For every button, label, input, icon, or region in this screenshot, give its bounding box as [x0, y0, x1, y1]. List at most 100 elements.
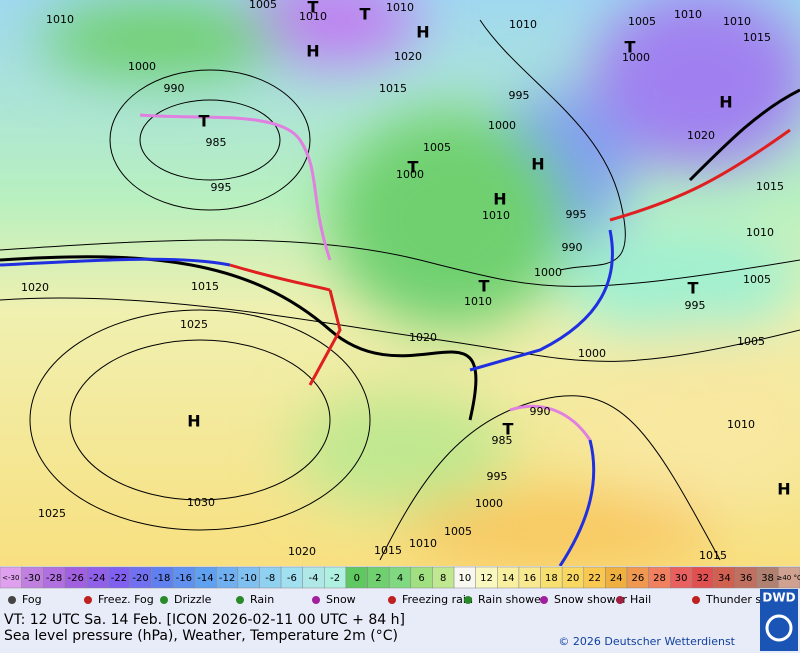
pressure-center: T: [688, 279, 699, 298]
isobar-label: 1000: [128, 60, 156, 73]
isobar-label: 1020: [288, 545, 316, 558]
isobar-label: 1010: [386, 1, 414, 14]
legend-icon: [84, 596, 92, 604]
isobar-label: 1010: [409, 537, 437, 550]
scale-label: 30: [675, 573, 688, 584]
isobar-label: 1010: [674, 8, 702, 21]
pressure-center: H: [306, 42, 319, 61]
map: [0, 0, 800, 570]
isobar-label: 1010: [727, 418, 755, 431]
scale-label: 12: [480, 573, 493, 584]
legend-icon: [692, 596, 700, 604]
scale-label: 20: [567, 573, 580, 584]
isobar-label: 985: [206, 136, 227, 149]
scale-label: -24: [89, 573, 105, 584]
isobar-label: 1010: [746, 226, 774, 239]
isobar-label: 985: [492, 434, 513, 447]
legend-icon: [236, 596, 244, 604]
pressure-center: T: [199, 112, 210, 131]
isobar-label: 995: [685, 299, 706, 312]
scale-label: -22: [111, 573, 127, 584]
scale-label: 4: [397, 573, 403, 584]
pressure-center: T: [625, 38, 636, 57]
isobar-label: 1010: [723, 15, 751, 28]
isobar-label: 1015: [756, 180, 784, 193]
scale-label: 34: [718, 573, 731, 584]
legend-label: Drizzle: [174, 593, 212, 606]
scale-label: -26: [68, 573, 84, 584]
legend-label: Snow shower: [554, 593, 627, 606]
pressure-center: T: [360, 5, 371, 24]
scale-label: -16: [176, 573, 192, 584]
legend-label: Rain: [250, 593, 274, 606]
legend-label: Freezing rain: [402, 593, 473, 606]
isobar-label: 1025: [38, 507, 66, 520]
scale-label: 36: [740, 573, 753, 584]
scale-label: -10: [240, 573, 256, 584]
isobar-label: 1005: [249, 0, 277, 11]
isobar-label: 1005: [444, 525, 472, 538]
isobar-label: 1010: [509, 18, 537, 31]
isobar-label: 1010: [482, 209, 510, 222]
isobar-label: 995: [211, 181, 232, 194]
isobar-label: 995: [566, 208, 587, 221]
scale-label: -14: [197, 573, 213, 584]
legend-label: Freez. Fog: [98, 593, 154, 606]
info-bar: [0, 612, 800, 653]
logo-swirl: [765, 614, 793, 642]
scale-label: -12: [219, 573, 235, 584]
legend-label: Fog: [22, 593, 42, 606]
legend-label: Rain shower: [478, 593, 546, 606]
isobar-label: 1020: [394, 50, 422, 63]
isobar-label: 1015: [379, 82, 407, 95]
scale-label: 2: [375, 573, 381, 584]
pressure-center: H: [777, 480, 790, 499]
isobar-label: 990: [530, 405, 551, 418]
scale-label: 0: [354, 573, 360, 584]
isobar-label: 1015: [374, 544, 402, 557]
pressure-center: H: [493, 190, 506, 209]
isobar-label: 1030: [187, 496, 215, 509]
scale-label: 24: [610, 573, 623, 584]
isobar-label: 1025: [180, 318, 208, 331]
isobar-label: 1015: [743, 31, 771, 44]
copyright: © 2026 Deutscher Wetterdienst: [558, 635, 735, 648]
isobar-label: 1020: [21, 281, 49, 294]
scale-label: -18: [154, 573, 170, 584]
isobar-label: 1000: [534, 266, 562, 279]
map-labels: 1010 1005 1010 1010 1010 1005 1010 1010 1015 1000…: [21, 0, 791, 562]
isobar-label: 990: [164, 82, 185, 95]
isobar-label: 995: [509, 89, 530, 102]
isobar-label: 1020: [687, 129, 715, 142]
scale-label: 32: [696, 573, 709, 584]
valid-time: VT: 12 UTC Sa. 14 Feb. [ICON 2026-02-11 …: [4, 612, 405, 628]
scale-label: -8: [265, 573, 275, 584]
isobar-label: 1020: [409, 331, 437, 344]
isobar-label: 990: [562, 241, 583, 254]
scale-label: 6: [418, 573, 424, 584]
scale-label: 28: [653, 573, 666, 584]
description: Sea level pressure (hPa), Weather, Tempe…: [4, 628, 398, 644]
legend-icon: [540, 596, 548, 604]
scale-label: -2: [330, 573, 340, 584]
scale-label: 10: [458, 573, 471, 584]
pressure-center: H: [416, 23, 429, 42]
pressure-center: H: [531, 155, 544, 174]
isobar-label: 1005: [743, 273, 771, 286]
legend-icon: [160, 596, 168, 604]
scale-label: 8: [440, 573, 446, 584]
isobar-label: 1015: [699, 549, 727, 562]
scale-label: 38: [761, 573, 774, 584]
isobar-label: 1005: [423, 141, 451, 154]
isobar-label: 1000: [396, 168, 424, 181]
scale-label: 16: [523, 573, 536, 584]
isobar-label: 1000: [578, 347, 606, 360]
scale-label: -4: [309, 573, 319, 584]
logo: DWD: [762, 591, 795, 605]
isobar-label: 1015: [191, 280, 219, 293]
scale-label: -28: [46, 573, 62, 584]
pressure-center: T: [503, 420, 514, 439]
scale-label: -20: [132, 573, 148, 584]
isobar-label: 1000: [622, 51, 650, 64]
